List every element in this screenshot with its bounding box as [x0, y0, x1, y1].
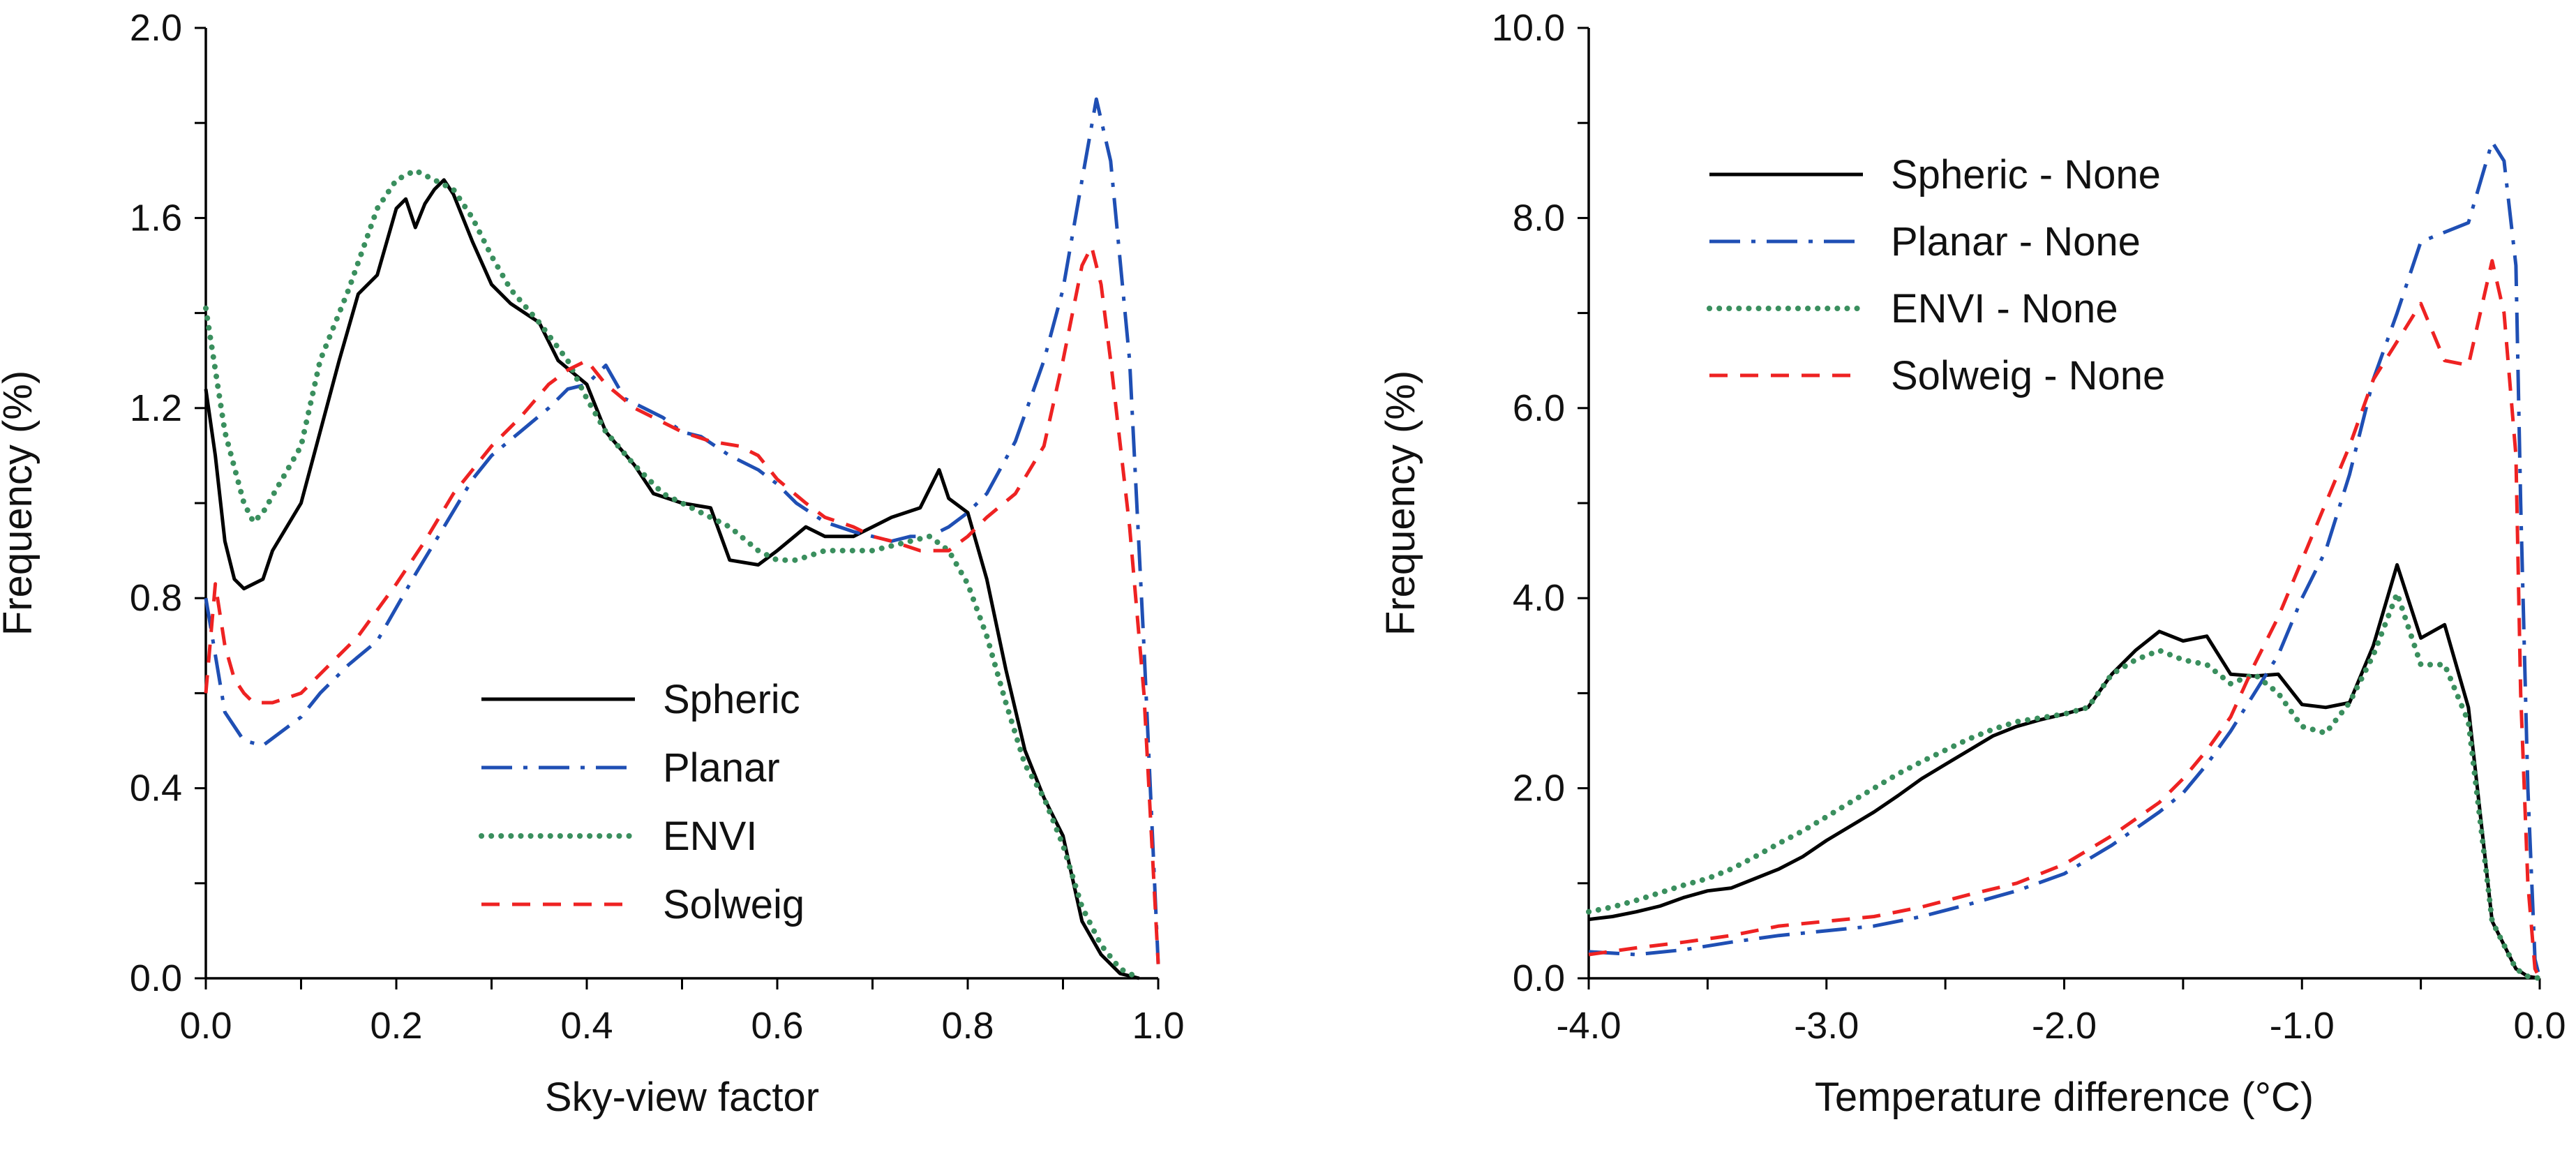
y-axis-title: Frequency (%)	[0, 371, 40, 636]
y-tick-label: 2.0	[130, 7, 182, 49]
y-axis-title: Frequency (%)	[1378, 371, 1423, 636]
y-tick-label: 0.8	[130, 577, 182, 619]
axes: 0.0 0.4 0.8 1.2 1.6 2.0 0.0 0.2 0.4 0.6 0.8 1.0 Sky-…	[0, 7, 1185, 1120]
x-tick-label: 0.8	[941, 1005, 994, 1047]
y-tick-label: 4.0	[1513, 577, 1565, 619]
series-line-planar	[204, 97, 1160, 964]
legend-label: Solweig - None	[1891, 353, 2165, 398]
legend-label: Solweig	[663, 882, 804, 927]
y-tick-label: 1.6	[130, 197, 182, 239]
x-tick-label: 0.6	[751, 1005, 803, 1047]
legend-label: ENVI	[663, 814, 757, 859]
y-tick-label: 2.0	[1513, 768, 1565, 809]
legend-item: Spheric - None	[1709, 152, 2161, 197]
x-tick-label: -2.0	[2032, 1005, 2097, 1047]
legend-item: Planar	[481, 745, 780, 791]
axes: 0.0 2.0 4.0 6.0 8.0 10.0 -4.0 -3.0 -2.0 -1.0 0.0 Te…	[1378, 7, 2566, 1120]
legend-label: Spheric - None	[1891, 152, 2161, 197]
y-tick-label: 0.4	[130, 768, 182, 809]
legend-label: Planar - None	[1891, 219, 2141, 264]
x-tick-label: 0.0	[179, 1005, 232, 1047]
x-tick-label: 0.0	[2513, 1005, 2566, 1047]
legend-item: ENVI - None	[1707, 286, 2118, 331]
legend-label: Spheric	[663, 677, 800, 722]
series-line-envi	[203, 167, 1142, 981]
x-axis-title: Temperature difference (°C)	[1815, 1075, 2314, 1120]
y-tick-label: 0.0	[130, 957, 182, 999]
y-tick-label: 10.0	[1492, 7, 1565, 49]
plot-area	[1586, 140, 2543, 981]
y-tick-label: 8.0	[1513, 197, 1565, 239]
chart-temperature-difference: 0.0 2.0 4.0 6.0 8.0 10.0 -4.0 -3.0 -2.0 -1.0 0.0 Te…	[1378, 7, 2566, 1120]
chart-sky-view-factor: 0.0 0.4 0.8 1.2 1.6 2.0 0.0 0.2 0.4 0.6 0.8 1.0 Sky-…	[0, 7, 1185, 1120]
x-tick-label: -4.0	[1556, 1005, 1621, 1047]
series-line-spheric-none	[1588, 563, 2540, 980]
x-tick-label: 0.4	[560, 1005, 613, 1047]
x-axis-title: Sky-view factor	[545, 1075, 819, 1120]
legend-item: Planar - None	[1709, 219, 2141, 264]
legend: Spheric Planar ENVI Solweig	[479, 677, 804, 927]
legend-label: Planar	[663, 745, 780, 791]
series-line-planar-none	[1588, 140, 2542, 979]
plot-area	[203, 97, 1160, 981]
legend-item: Solweig - None	[1709, 353, 2165, 398]
x-tick-label: -3.0	[1794, 1005, 1859, 1047]
series-line-envi-none	[1586, 590, 2543, 981]
series-line-solweig-none	[1588, 259, 2542, 980]
legend-item: ENVI	[479, 814, 757, 859]
y-tick-label: 1.2	[130, 387, 182, 429]
legend-item: Spheric	[481, 677, 800, 722]
series-line-solweig	[204, 244, 1160, 964]
x-tick-label: 1.0	[1132, 1005, 1184, 1047]
x-tick-label: -1.0	[2270, 1005, 2335, 1047]
y-tick-label: 6.0	[1513, 387, 1565, 429]
legend-label: ENVI - None	[1891, 286, 2118, 331]
legend-item: Solweig	[481, 882, 804, 927]
y-tick-label: 0.0	[1513, 957, 1565, 999]
legend: Spheric - None Planar - None ENVI - None So…	[1707, 152, 2165, 398]
x-tick-label: 0.2	[370, 1005, 422, 1047]
